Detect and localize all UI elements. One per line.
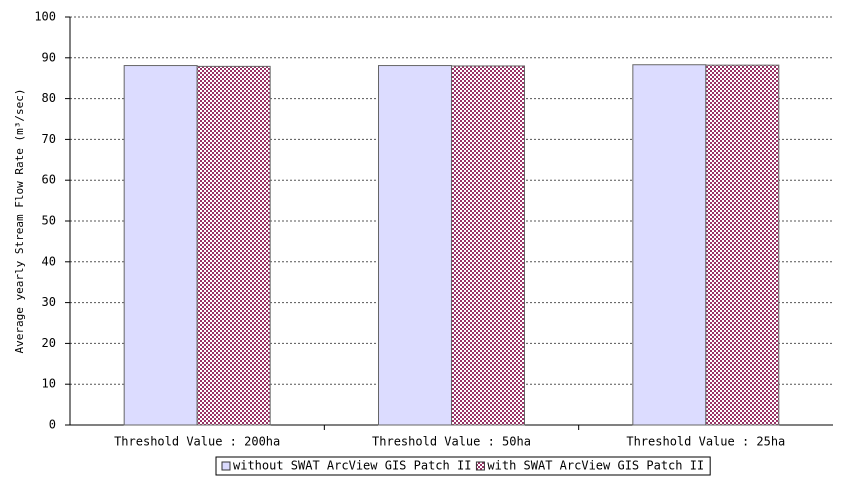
bar — [451, 65, 525, 426]
bar — [378, 65, 453, 426]
legend-swatch — [221, 461, 231, 471]
y-tick-label: 100 — [34, 10, 56, 24]
y-tick-label: 80 — [42, 91, 56, 105]
legend-swatch — [475, 461, 485, 471]
y-tick-label: 60 — [42, 173, 56, 187]
x-tick-label: Threshold Value : 200ha — [114, 435, 280, 449]
y-tick-label: 40 — [42, 254, 56, 268]
legend-box — [215, 456, 711, 476]
bar — [123, 65, 198, 426]
legend-label: without SWAT ArcView GIS Patch II — [233, 459, 471, 473]
bar — [196, 65, 271, 426]
y-tick-label: 30 — [42, 295, 56, 309]
y-tick-label: 70 — [42, 132, 56, 146]
y-tick-label: 90 — [42, 50, 56, 64]
bar — [632, 64, 707, 426]
y-tick-label: 50 — [42, 214, 56, 228]
legend-label: with SWAT ArcView GIS Patch II — [487, 459, 704, 473]
y-tick-label: 0 — [49, 418, 56, 432]
x-tick-label: Threshold Value : 25ha — [626, 435, 785, 449]
y-axis-title: Average yearly Stream Flow Rate (m³/sec) — [13, 89, 26, 354]
bar — [705, 64, 780, 426]
y-tick-label: 10 — [42, 377, 56, 391]
x-tick-label: Threshold Value : 50ha — [372, 435, 531, 449]
legend: without SWAT ArcView GIS Patch II with SW… — [215, 456, 711, 476]
y-tick-label: 20 — [42, 336, 56, 350]
